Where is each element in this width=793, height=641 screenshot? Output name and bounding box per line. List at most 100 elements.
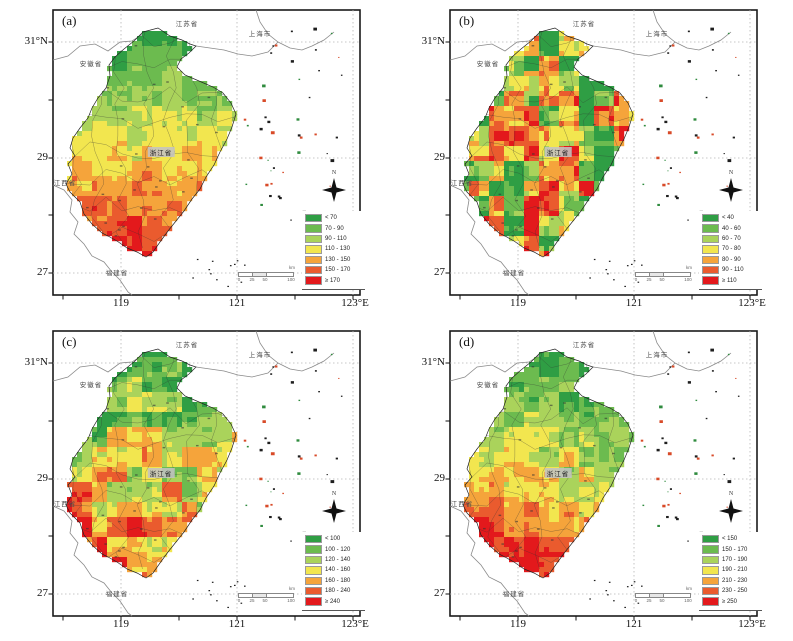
compass-north-label: N	[331, 170, 337, 176]
legend-row: ≥ 110	[702, 275, 762, 285]
region-label-anhui: 安徽省	[476, 382, 500, 389]
lon-tick-label-123e: 123°E	[738, 618, 766, 630]
legend-swatch	[305, 276, 322, 285]
scale-bar-segment	[253, 594, 267, 597]
legend-swatch	[702, 545, 719, 554]
region-label-anhui: 安徽省	[476, 61, 500, 68]
region-label-fujian: 福建省	[105, 270, 129, 277]
legend-label: 180 - 240	[325, 588, 351, 595]
scale-bar-segment	[636, 594, 650, 597]
legend-swatch	[305, 566, 322, 575]
lat-tick-label-27: 27	[434, 266, 445, 278]
scale-tick-25: 25	[646, 277, 652, 282]
region-label-shanghai: 上海市	[248, 31, 272, 38]
legend-row: 120 - 140	[305, 555, 365, 565]
lon-tick-label-123e: 123°E	[341, 618, 369, 630]
panel-label: (b)	[459, 13, 475, 28]
legend-row: 40 - 60	[702, 223, 762, 233]
map-panel: (b) 31°N 29 27 119 121 123°E 江苏省 上海市 安徽省…	[397, 0, 793, 320]
region-label-jiangsu: 江苏省	[175, 342, 199, 349]
legend-label: < 100	[325, 536, 341, 543]
region-label-fujian: 福建省	[105, 591, 129, 598]
legend-row: 150 - 170	[305, 265, 365, 275]
legend-swatch	[305, 545, 322, 554]
scale-bar-track	[635, 272, 691, 277]
lon-tick-label-121: 121	[625, 297, 643, 309]
scale-tick-0: 0	[237, 598, 241, 603]
legend-label: 80 - 90	[722, 256, 741, 263]
legend-label: 120 - 140	[325, 556, 351, 563]
map-legend: < 150 150 - 170 170 - 190 190 - 210 210 …	[699, 532, 762, 611]
lat-tick-label-29: 29	[37, 151, 48, 163]
legend-label: 150 - 170	[325, 267, 351, 274]
legend-label: ≥ 240	[325, 598, 340, 605]
scale-bar-segment	[239, 594, 253, 597]
compass-north-label: N	[331, 491, 337, 497]
region-label-shanghai: 上海市	[645, 31, 669, 38]
scale-tick-100: 100	[684, 277, 692, 282]
legend-label: 90 - 110	[325, 235, 347, 242]
scale-tick-50: 50	[659, 598, 665, 603]
scale-bar-segment	[636, 273, 650, 276]
scale-bar-segment	[239, 273, 253, 276]
legend-label: 160 - 180	[325, 577, 351, 584]
scale-bar-segment	[253, 273, 267, 276]
region-label-jiangxi: 江西省	[53, 180, 77, 187]
legend-swatch	[305, 555, 322, 565]
legend-swatch	[702, 255, 719, 264]
legend-swatch	[702, 224, 719, 233]
lat-tick-label-27: 27	[37, 266, 48, 278]
scale-unit-label: km	[289, 265, 295, 270]
scale-tick-50: 50	[659, 277, 665, 282]
legend-label: ≥ 170	[325, 277, 340, 284]
region-label-shanghai: 上海市	[248, 352, 272, 359]
legend-swatch	[305, 245, 322, 254]
scale-tick-0: 0	[634, 598, 638, 603]
legend-row: ≥ 170	[305, 275, 365, 285]
region-label-shanghai: 上海市	[645, 352, 669, 359]
region-label-zhejiang: 浙江省	[147, 147, 175, 157]
legend-row: < 100	[305, 534, 365, 544]
legend-label: 170 - 190	[722, 556, 748, 563]
legend-swatch	[702, 566, 719, 575]
legend-row: 90 - 110	[305, 234, 365, 244]
scale-tick-100: 100	[287, 598, 295, 603]
scale-tick-25: 25	[249, 598, 255, 603]
legend-label: < 70	[325, 215, 337, 222]
panel-label: (c)	[62, 334, 77, 349]
legend-swatch	[702, 276, 719, 285]
lon-tick-label-119: 119	[112, 297, 130, 309]
legend-label: 60 - 70	[722, 235, 741, 242]
region-label-jiangsu: 江苏省	[572, 21, 596, 28]
legend-label: ≥ 110	[722, 277, 737, 284]
panel-label: (a)	[62, 13, 77, 28]
lon-tick-label-119: 119	[112, 618, 130, 630]
lon-tick-label-123e: 123°E	[738, 297, 766, 309]
scale-tick-50: 50	[262, 277, 268, 282]
legend-label: 40 - 60	[722, 225, 741, 232]
legend-row: 80 - 90	[702, 255, 762, 265]
legend-label: 110 - 130	[325, 246, 350, 253]
legend-label: 100 - 120	[325, 546, 351, 553]
legend-swatch	[305, 213, 322, 223]
region-label-jiangsu: 江苏省	[175, 21, 199, 28]
legend-label: < 40	[722, 215, 734, 222]
scale-tick-100: 100	[287, 277, 295, 282]
lat-tick-label-31n: 31°N	[421, 356, 445, 368]
compass-north-label: N	[728, 491, 734, 497]
legend-swatch	[702, 213, 719, 223]
map-legend: < 40 40 - 60 60 - 70 70 - 80 80 - 90 90 …	[699, 211, 762, 290]
scale-tick-100: 100	[684, 598, 692, 603]
legend-label: 190 - 210	[722, 567, 748, 574]
legend-swatch	[305, 224, 322, 233]
scale-bar: 0 25 50 100 km	[634, 586, 692, 605]
legend-label: 210 - 230	[722, 577, 748, 584]
legend-row: 230 - 250	[702, 586, 762, 596]
legend-swatch	[305, 265, 322, 275]
scale-unit-label: km	[289, 586, 295, 591]
legend-swatch	[702, 265, 719, 275]
scale-tick-25: 25	[249, 277, 255, 282]
lat-tick-label-27: 27	[434, 587, 445, 599]
lon-tick-label-121: 121	[625, 618, 643, 630]
legend-label: ≥ 250	[722, 598, 737, 605]
